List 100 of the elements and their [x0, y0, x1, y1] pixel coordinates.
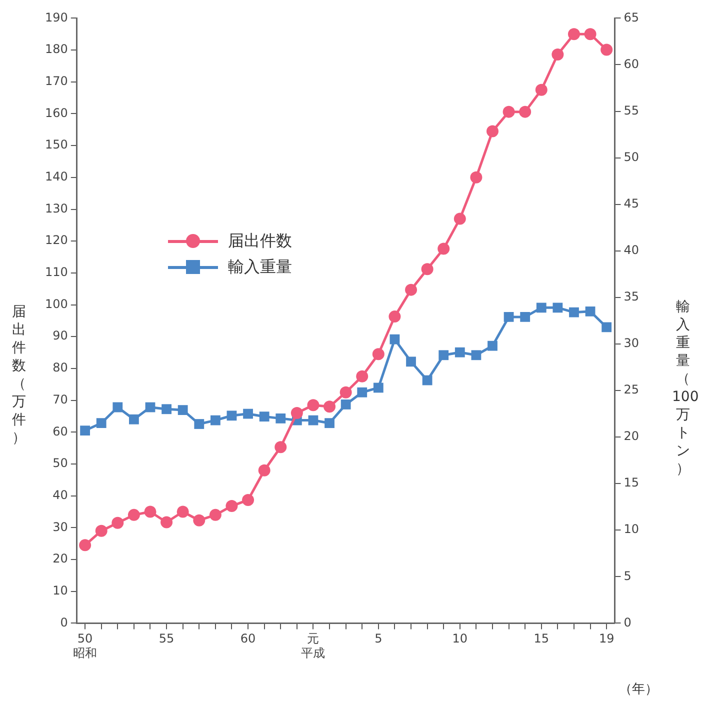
point [470, 171, 482, 184]
point [176, 506, 189, 518]
point [290, 407, 303, 420]
point [162, 404, 172, 414]
y-tick-label: 80 [52, 360, 68, 375]
point [193, 514, 206, 526]
y2-tick-label: 10 [624, 522, 640, 536]
point [405, 284, 418, 296]
y-tick-label: 70 [52, 392, 68, 406]
point [422, 375, 432, 386]
y-tick-label: 160 [45, 106, 68, 120]
y2-tick-label: 30 [624, 336, 640, 350]
point [488, 340, 498, 351]
y2-tick-label: 55 [624, 103, 640, 118]
point [112, 516, 124, 529]
point [388, 310, 401, 323]
point [520, 312, 530, 322]
point [535, 84, 548, 96]
y2-tick-label: 45 [624, 196, 640, 210]
point [274, 441, 287, 454]
y-tick-label: 10 [52, 583, 68, 598]
point [438, 242, 450, 255]
x-tick-label: 60 [240, 632, 256, 646]
point [226, 500, 238, 512]
point [602, 322, 612, 332]
y-tick-label: 100 [45, 296, 68, 311]
y-tick-label: 90 [52, 328, 68, 343]
y2-tick-label: 20 [624, 429, 640, 444]
y2-tick-label: 60 [624, 56, 640, 71]
point [128, 508, 140, 521]
point [372, 348, 384, 360]
point [421, 263, 434, 276]
point [128, 414, 139, 424]
point [145, 402, 156, 412]
y-tick-label: 30 [52, 520, 68, 534]
point [454, 347, 465, 358]
point [209, 508, 222, 521]
point [552, 48, 564, 60]
point [502, 106, 515, 118]
point [194, 419, 204, 429]
y-tick-label: 0 [60, 615, 68, 630]
point [324, 418, 334, 428]
y2-tick-label: 5 [624, 568, 632, 583]
point [178, 405, 188, 416]
point [536, 302, 546, 313]
point [568, 28, 580, 40]
point [357, 387, 368, 398]
point [308, 415, 318, 426]
point [210, 415, 220, 426]
y2-tick-label: 35 [624, 290, 640, 304]
y-tick-label: 50 [52, 456, 68, 470]
y-tick-label: 120 [45, 233, 68, 248]
y2-tick-label: 15 [624, 476, 640, 490]
point [356, 370, 368, 382]
y-tick-label: 60 [52, 424, 68, 438]
x-tick-label: 10 [452, 632, 468, 646]
x-axis-title: （年） [619, 681, 658, 698]
y-tick-label: 190 [45, 10, 68, 24]
x-tick-label: 19 [598, 632, 614, 646]
point [390, 334, 400, 344]
point [569, 307, 579, 318]
y-tick-label: 140 [45, 170, 68, 184]
point [438, 350, 449, 360]
point [585, 306, 596, 316]
y-tick-label: 130 [45, 201, 68, 216]
point [584, 28, 596, 40]
x-tick-label: 元平成 [301, 632, 326, 660]
y-tick-label: 110 [45, 265, 68, 280]
point [519, 106, 532, 118]
y-tick-label: 150 [45, 138, 68, 152]
x-tick-label: 15 [534, 632, 550, 646]
point [486, 125, 498, 138]
point [258, 464, 270, 476]
point [226, 410, 237, 421]
point [160, 516, 173, 528]
point [340, 386, 352, 398]
point [144, 506, 156, 518]
point [95, 524, 108, 537]
x-tick-label: 5 [374, 632, 382, 646]
point [324, 400, 336, 413]
point [276, 413, 286, 424]
y2-tick-label: 50 [624, 150, 640, 164]
point [504, 312, 514, 322]
point [600, 44, 613, 56]
x-tick-label: 50昭和 [73, 632, 98, 660]
y-tick-label: 170 [45, 74, 68, 88]
point [243, 408, 253, 419]
point [96, 418, 106, 428]
y2-tick-label: 65 [624, 10, 640, 24]
y2-tick-label: 0 [624, 615, 632, 630]
y-tick-label: 20 [52, 552, 68, 566]
y-tick-label: 40 [52, 488, 68, 502]
point [259, 412, 270, 422]
point [79, 539, 92, 552]
point [552, 302, 563, 313]
point [373, 382, 384, 393]
point [112, 402, 123, 412]
point [242, 494, 254, 506]
point [406, 356, 416, 367]
legend-label: 輸入重量 [228, 256, 292, 278]
